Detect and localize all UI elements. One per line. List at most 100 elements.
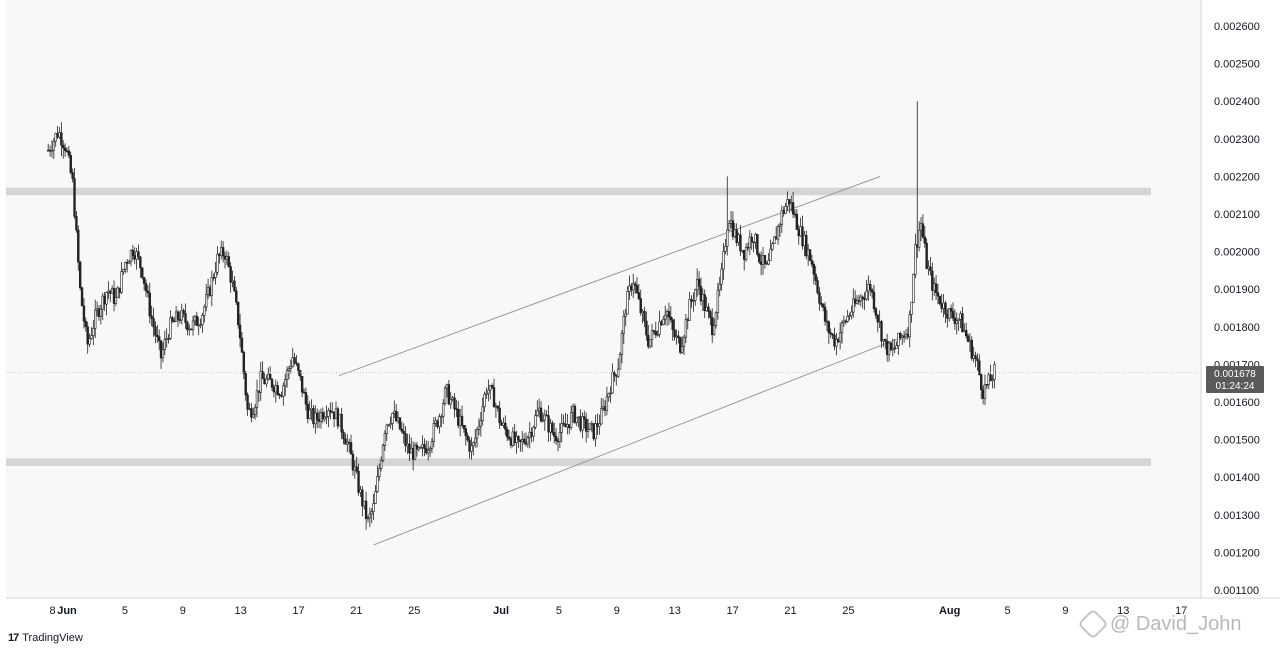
candle-body bbox=[391, 413, 394, 424]
candle-body bbox=[299, 370, 302, 377]
candle-body bbox=[624, 313, 627, 317]
candle-body bbox=[959, 313, 962, 320]
candle-body bbox=[974, 355, 977, 359]
candle-body bbox=[921, 223, 925, 238]
candle-body bbox=[487, 389, 490, 394]
candle-body bbox=[782, 210, 785, 214]
candle-body bbox=[94, 309, 97, 329]
candle-body bbox=[878, 321, 881, 323]
candle-body bbox=[780, 210, 784, 226]
candle-body bbox=[152, 318, 155, 328]
candle-body bbox=[208, 287, 212, 296]
candle-body bbox=[157, 336, 161, 342]
candle-body bbox=[180, 310, 183, 321]
candle-body bbox=[402, 430, 405, 434]
candle-body bbox=[910, 301, 913, 315]
candle-body bbox=[195, 315, 198, 326]
candle-body bbox=[763, 255, 767, 264]
candle-body bbox=[562, 422, 565, 425]
candle-body bbox=[893, 347, 896, 350]
candle-body bbox=[872, 291, 876, 309]
candle-body bbox=[109, 290, 112, 294]
x-tick-label: 9 bbox=[614, 605, 620, 617]
x-tick-label: 25 bbox=[408, 605, 420, 617]
x-tick-label: 21 bbox=[350, 605, 362, 617]
candle-body bbox=[71, 172, 74, 179]
candle-body bbox=[464, 428, 467, 437]
candle-body bbox=[526, 437, 530, 445]
candle-body bbox=[630, 285, 633, 291]
candle-body bbox=[750, 236, 753, 243]
candle-body bbox=[349, 442, 353, 455]
candle-body bbox=[859, 296, 863, 302]
candle-body bbox=[489, 384, 492, 391]
candle-body bbox=[408, 443, 411, 454]
x-tick-label: Jun bbox=[57, 605, 77, 617]
candle-body bbox=[329, 410, 332, 413]
candle-body bbox=[667, 311, 671, 318]
candle-body bbox=[662, 318, 665, 325]
tradingview-brand[interactable]: 17 TradingView bbox=[8, 630, 83, 646]
candle-body bbox=[613, 372, 616, 376]
candle-body bbox=[991, 379, 994, 382]
candle-body bbox=[583, 416, 586, 420]
candle-body bbox=[278, 394, 281, 396]
candle-body bbox=[268, 373, 272, 380]
candle-body bbox=[142, 277, 146, 284]
candle-body bbox=[656, 334, 659, 336]
candle-body bbox=[756, 234, 759, 255]
y-tick-label: 0.002300 bbox=[1214, 134, 1260, 146]
candle-body bbox=[229, 266, 232, 283]
candle-body bbox=[167, 337, 170, 340]
candle-body bbox=[966, 335, 970, 342]
candle-body bbox=[650, 330, 654, 340]
candle-body bbox=[899, 332, 902, 339]
candle-body bbox=[205, 294, 208, 308]
candle-body bbox=[417, 447, 420, 450]
candle-body bbox=[77, 229, 80, 263]
candle-body bbox=[855, 300, 859, 304]
candle-body bbox=[242, 351, 246, 374]
candles-layer bbox=[46, 101, 996, 530]
candle-body bbox=[643, 310, 646, 322]
candle-body bbox=[227, 256, 230, 267]
candle-body bbox=[430, 441, 434, 449]
candle-body bbox=[865, 290, 868, 300]
candle-body bbox=[786, 199, 789, 207]
candle-body bbox=[62, 144, 65, 149]
y-tick-label: 0.002200 bbox=[1214, 171, 1260, 183]
candle-body bbox=[46, 149, 50, 152]
candle-body bbox=[805, 235, 808, 257]
candle-body bbox=[240, 337, 244, 353]
candle-body bbox=[680, 345, 684, 353]
candle-body bbox=[944, 302, 947, 315]
candle-body bbox=[238, 324, 242, 339]
candle-body bbox=[317, 419, 321, 422]
x-tick-label: 5 bbox=[122, 605, 128, 617]
candle-body bbox=[818, 292, 821, 304]
candle-body bbox=[901, 335, 904, 339]
candle-body bbox=[120, 271, 123, 293]
candle-body bbox=[795, 213, 799, 230]
channel-layer bbox=[338, 175, 910, 546]
candle-body bbox=[95, 308, 99, 311]
candle-body bbox=[598, 423, 601, 427]
x-tick-label: 5 bbox=[1004, 605, 1010, 617]
candle-body bbox=[137, 251, 140, 258]
candle-body bbox=[733, 229, 736, 237]
candle-body bbox=[505, 428, 509, 438]
candle-body bbox=[867, 284, 870, 292]
candle-body bbox=[199, 324, 202, 326]
candle-body bbox=[695, 278, 699, 291]
candle-body bbox=[248, 408, 251, 410]
candle-body bbox=[154, 326, 157, 336]
candle-body bbox=[835, 338, 838, 347]
candle-body bbox=[306, 403, 309, 419]
candle-body bbox=[48, 149, 52, 152]
candle-body bbox=[460, 415, 464, 426]
candle-body bbox=[537, 407, 541, 412]
candle-body bbox=[534, 415, 537, 428]
candle-body bbox=[767, 260, 770, 265]
